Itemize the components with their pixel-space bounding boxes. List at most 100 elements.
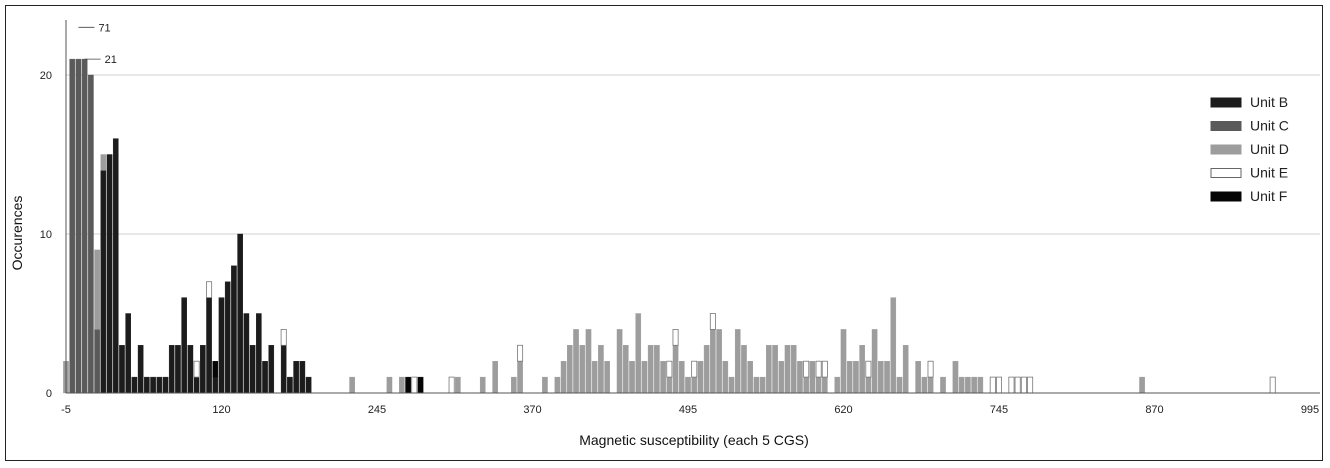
- bar-unit-b: [287, 376, 293, 394]
- bar-unit-d: [685, 376, 691, 394]
- legend-label: Unit F: [1250, 188, 1287, 204]
- bar-unit-b: [200, 345, 206, 394]
- y-tick-label: 10: [40, 229, 52, 241]
- bar-unit-d: [747, 361, 753, 394]
- x-tick-label: 495: [679, 404, 697, 416]
- bar-unit-d: [517, 361, 523, 394]
- bar-unit-b: [162, 376, 169, 394]
- bar-unit-b: [243, 313, 250, 394]
- bar-unit-d: [840, 329, 847, 394]
- bar-unit-b: [137, 345, 144, 394]
- bar-unit-e: [815, 360, 822, 378]
- bar-unit-d: [654, 345, 660, 394]
- legend-swatch: [1210, 97, 1242, 108]
- bar-unit-d: [859, 345, 865, 394]
- bar-unit-d: [853, 361, 859, 394]
- bar-unit-f: [405, 376, 411, 394]
- bar-unit-d: [703, 345, 710, 394]
- bars: [63, 58, 1276, 394]
- bar-unit-d: [958, 376, 965, 394]
- legend-label: Unit C: [1250, 118, 1289, 134]
- bar-unit-d: [585, 329, 592, 394]
- bar-unit-b: [156, 376, 163, 394]
- bar-unit-d: [834, 376, 841, 394]
- x-tick-label: 245: [368, 404, 386, 416]
- bar-unit-d: [952, 361, 959, 394]
- y-tick-label: 20: [40, 70, 52, 82]
- x-axis-title: Magnetic susceptibility (each 5 CGS): [579, 432, 809, 448]
- legend-label: Unit B: [1250, 94, 1288, 110]
- bar-unit-b: [212, 376, 219, 394]
- bar-unit-d: [878, 361, 884, 394]
- x-tick-label: 120: [212, 404, 230, 416]
- bar-unit-f: [212, 361, 219, 378]
- bar-unit-e: [280, 328, 287, 346]
- bar-unit-b: [168, 345, 175, 394]
- bar-unit-b: [293, 361, 299, 394]
- legend-swatch: [1210, 191, 1242, 202]
- bar-unit-c: [69, 58, 76, 394]
- bar-unit-b: [224, 281, 231, 394]
- legend-swatch: [1210, 121, 1242, 131]
- bar-unit-d: [567, 345, 573, 394]
- bar-unit-d: [728, 376, 735, 394]
- bar-unit-f: [417, 376, 424, 394]
- bar-unit-d: [479, 376, 486, 394]
- legend-swatch: [1210, 168, 1242, 178]
- bar-unit-b: [112, 138, 119, 394]
- bar-unit-b: [175, 345, 181, 394]
- y-tick-label: 0: [46, 388, 52, 400]
- bar-unit-e: [193, 360, 200, 378]
- bar-unit-d: [623, 345, 629, 394]
- y-tick-labels: 0 10 20: [40, 70, 52, 400]
- bar-unit-d: [741, 345, 747, 394]
- legend-label: Unit E: [1250, 165, 1288, 181]
- bar-unit-e: [691, 360, 698, 378]
- bar-unit-b: [305, 376, 312, 394]
- bar-unit-d: [890, 297, 897, 394]
- bar-unit-b: [280, 345, 287, 394]
- bar-unit-e: [666, 360, 673, 378]
- bar-unit-d: [716, 329, 722, 394]
- bar-unit-d: [94, 249, 100, 330]
- bar-unit-d: [629, 361, 635, 394]
- bar-unit-d: [809, 361, 816, 394]
- annotation-label: 71: [98, 22, 110, 34]
- bar-unit-d: [815, 376, 822, 394]
- x-tick-label: 370: [523, 404, 541, 416]
- bar-unit-e: [865, 360, 872, 378]
- bar-unit-c: [81, 58, 88, 394]
- bar-unit-c: [94, 329, 100, 394]
- annotation-label: 21: [105, 54, 117, 66]
- bar-unit-e: [821, 360, 828, 378]
- bar-unit-d: [598, 345, 604, 394]
- bar-unit-d: [915, 361, 921, 394]
- bar-unit-d: [678, 361, 685, 394]
- bar-unit-d: [641, 361, 648, 394]
- bar-unit-d: [871, 329, 878, 394]
- x-tick-label: -5: [61, 404, 71, 416]
- bar-unit-c: [75, 58, 82, 394]
- bar-unit-b: [256, 313, 262, 394]
- bar-unit-d: [579, 345, 586, 394]
- bar-unit-b: [218, 297, 225, 394]
- bar-unit-b: [144, 376, 150, 394]
- bar-unit-d: [492, 361, 498, 394]
- bar-unit-d: [734, 329, 741, 394]
- bar-unit-d: [399, 376, 405, 394]
- bar-unit-d: [660, 361, 666, 394]
- bar-unit-d: [803, 376, 809, 394]
- bar-unit-d: [759, 376, 766, 394]
- bar-unit-b: [193, 376, 200, 394]
- bar-unit-d: [772, 345, 778, 394]
- bar-unit-d: [902, 345, 909, 394]
- bar-unit-d: [784, 345, 791, 394]
- bar-unit-d: [846, 361, 853, 394]
- bar-unit-e: [448, 376, 455, 394]
- bar-unit-b: [262, 361, 268, 394]
- bar-unit-d: [965, 376, 971, 394]
- bar-unit-d: [940, 376, 946, 394]
- bar-unit-b: [181, 297, 187, 394]
- chart-frame: [5, 5, 1323, 461]
